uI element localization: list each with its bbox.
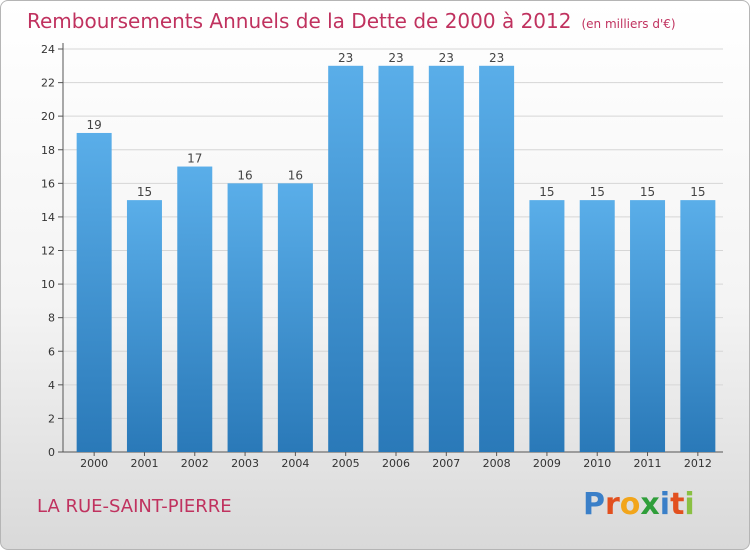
bar bbox=[126, 200, 162, 452]
bar bbox=[378, 65, 414, 453]
bar bbox=[428, 65, 464, 453]
proxiti-logo: Proxiti bbox=[583, 487, 695, 522]
bar bbox=[479, 65, 515, 453]
y-tick-label: 12 bbox=[41, 245, 55, 258]
y-tick-label: 8 bbox=[48, 312, 55, 325]
y-tick-label: 2 bbox=[48, 412, 55, 425]
y-tick-label: 10 bbox=[41, 278, 55, 291]
bar-value-label: 16 bbox=[288, 168, 303, 182]
x-tick-label: 2011 bbox=[634, 457, 662, 470]
bar-value-label: 23 bbox=[338, 51, 353, 65]
bar bbox=[630, 200, 666, 452]
logo-letter: t bbox=[670, 487, 685, 522]
chart-title-text: Remboursements Annuels de la Dette de 20… bbox=[27, 9, 572, 33]
logo-letter: r bbox=[605, 487, 620, 522]
bar-value-label: 15 bbox=[137, 185, 152, 199]
commune-name: LA RUE-SAINT-PIERRE bbox=[37, 496, 232, 517]
y-tick-label: 22 bbox=[41, 77, 55, 90]
bar bbox=[328, 65, 364, 453]
x-tick-label: 2009 bbox=[533, 457, 561, 470]
logo-letter: i bbox=[659, 487, 671, 522]
x-tick-label: 2001 bbox=[130, 457, 158, 470]
bar-value-label: 23 bbox=[489, 51, 504, 65]
x-tick-label: 2012 bbox=[684, 457, 712, 470]
y-tick-label: 6 bbox=[48, 345, 55, 358]
bar bbox=[529, 200, 565, 452]
bar bbox=[680, 200, 716, 452]
bar-value-label: 16 bbox=[237, 168, 252, 182]
bar-value-label: 23 bbox=[439, 51, 454, 65]
bar-value-label: 23 bbox=[388, 51, 403, 65]
x-tick-label: 2010 bbox=[583, 457, 611, 470]
y-tick-label: 0 bbox=[48, 446, 55, 459]
logo-letter: o bbox=[619, 487, 641, 522]
bar-value-label: 15 bbox=[640, 185, 655, 199]
bar bbox=[76, 132, 112, 453]
logo-letter: i bbox=[684, 487, 695, 522]
bar-value-label: 15 bbox=[539, 185, 554, 199]
bar-value-label: 15 bbox=[690, 185, 705, 199]
x-tick-label: 2004 bbox=[281, 457, 309, 470]
x-tick-label: 2003 bbox=[231, 457, 259, 470]
logo-letter: P bbox=[583, 487, 605, 522]
bar bbox=[579, 200, 615, 452]
y-tick-label: 24 bbox=[41, 43, 55, 56]
x-tick-label: 2005 bbox=[332, 457, 360, 470]
y-tick-label: 18 bbox=[41, 144, 55, 157]
x-tick-label: 2006 bbox=[382, 457, 410, 470]
bar-value-label: 19 bbox=[87, 118, 102, 132]
bar bbox=[177, 166, 213, 452]
bar-value-label: 17 bbox=[187, 152, 202, 166]
bar bbox=[227, 183, 263, 453]
x-tick-label: 2000 bbox=[80, 457, 108, 470]
x-tick-label: 2002 bbox=[181, 457, 209, 470]
bar-value-label: 15 bbox=[590, 185, 605, 199]
y-tick-label: 14 bbox=[41, 211, 55, 224]
x-tick-label: 2007 bbox=[432, 457, 460, 470]
chart-unit: (en milliers d'€) bbox=[581, 17, 676, 31]
bar bbox=[277, 183, 313, 453]
y-tick-label: 20 bbox=[41, 110, 55, 123]
chart-title: Remboursements Annuels de la Dette de 20… bbox=[27, 9, 676, 33]
y-tick-label: 16 bbox=[41, 177, 55, 190]
logo-letter: x bbox=[640, 487, 660, 522]
y-tick-label: 4 bbox=[48, 379, 55, 392]
x-tick-label: 2008 bbox=[483, 457, 511, 470]
